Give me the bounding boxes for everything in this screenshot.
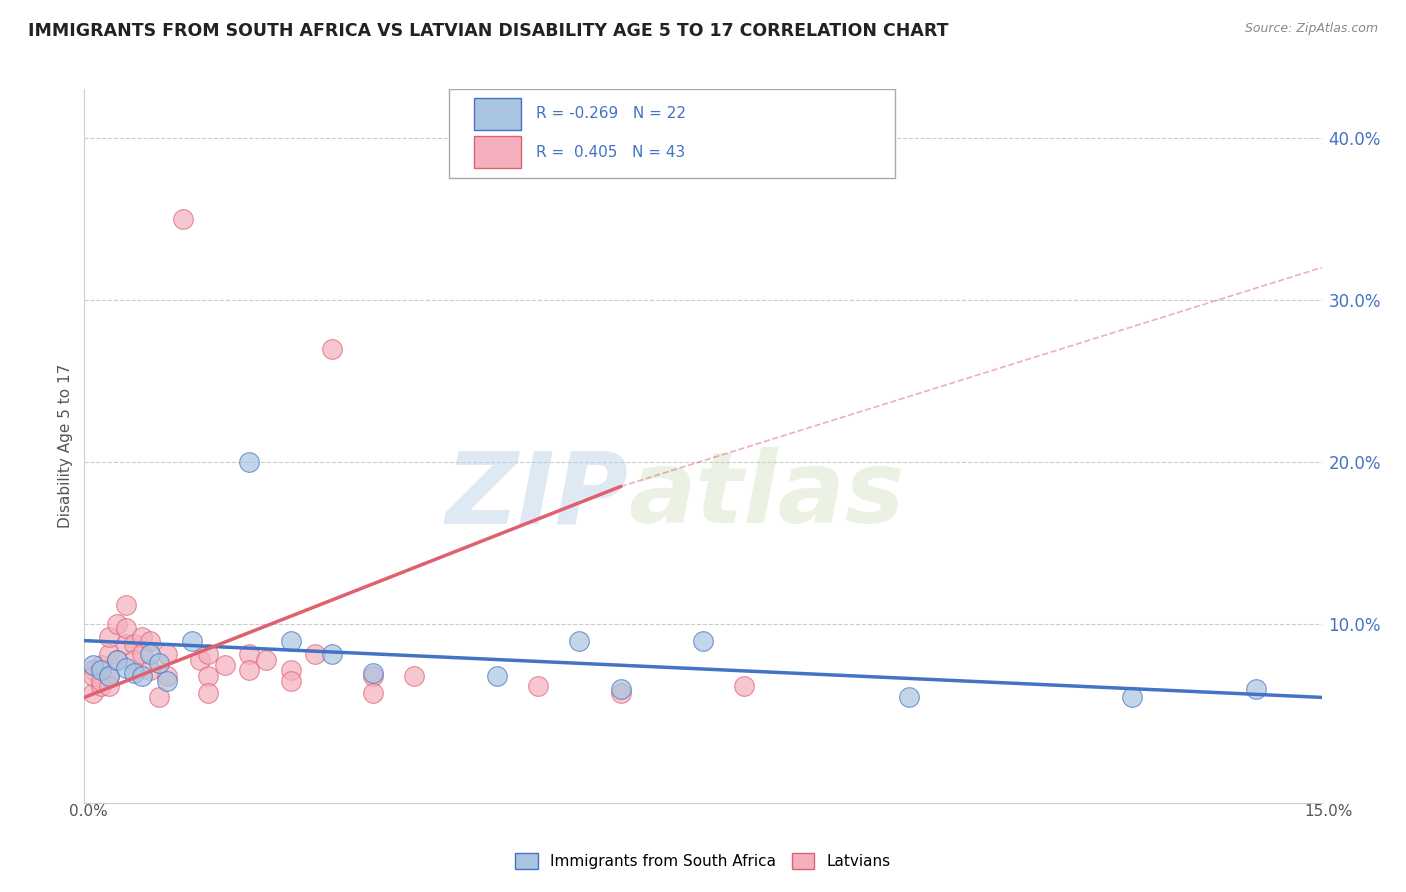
Point [139,633,162,648]
Text: R = -0.269   N = 22: R = -0.269 N = 22 [536,106,686,121]
Point [98,679,121,693]
Text: Source: ZipAtlas.com: Source: ZipAtlas.com [1244,22,1378,36]
Point [148,690,170,705]
Point [156,647,179,661]
Point [114,661,136,675]
Text: ZIP: ZIP [446,448,628,544]
Text: R =  0.405   N = 43: R = 0.405 N = 43 [536,145,685,160]
Point [197,669,219,683]
Point [361,685,384,699]
FancyBboxPatch shape [474,97,522,129]
Point [105,653,128,667]
Point [90,674,112,689]
Point [131,647,153,661]
Point [131,669,153,683]
Point [404,669,426,683]
Point [82,669,104,683]
Point [122,637,145,651]
Point [172,211,194,226]
Point [82,663,104,677]
Point [568,633,591,648]
Point [280,633,302,648]
Point [156,669,179,683]
Point [280,674,302,689]
Text: 15.0%: 15.0% [1305,805,1353,819]
Point [98,669,121,683]
Point [280,663,302,677]
Point [197,647,219,661]
Point [188,653,211,667]
Point [148,657,170,671]
Point [238,455,260,469]
Y-axis label: Disability Age 5 to 17: Disability Age 5 to 17 [58,364,73,528]
Point [122,666,145,681]
Point [527,679,550,693]
Point [238,663,260,677]
Point [692,633,714,648]
Point [131,631,153,645]
Point [321,342,343,356]
Point [1244,682,1267,697]
Text: 0.0%: 0.0% [69,805,108,819]
Point [114,598,136,612]
Point [609,685,631,699]
Point [139,663,162,677]
Point [114,637,136,651]
Legend: Immigrants from South Africa, Latvians: Immigrants from South Africa, Latvians [509,847,897,875]
Point [105,617,128,632]
Point [733,679,755,693]
Point [197,685,219,699]
Point [180,633,202,648]
FancyBboxPatch shape [450,89,894,178]
Point [98,631,121,645]
Point [361,669,384,683]
Point [90,663,112,677]
Point [238,647,260,661]
Point [82,685,104,699]
Text: IMMIGRANTS FROM SOUTH AFRICA VS LATVIAN DISABILITY AGE 5 TO 17 CORRELATION CHART: IMMIGRANTS FROM SOUTH AFRICA VS LATVIAN … [28,22,949,40]
Point [485,669,508,683]
Point [90,679,112,693]
Point [214,657,236,672]
Point [254,653,277,667]
Point [114,621,136,635]
Text: atlas: atlas [628,448,905,544]
Point [609,682,631,697]
Point [361,666,384,681]
Point [98,669,121,683]
Point [82,657,104,672]
Point [98,647,121,661]
Point [321,647,343,661]
Point [898,690,921,705]
Point [122,653,145,667]
Point [139,647,162,661]
Point [1121,690,1143,705]
Point [90,657,112,672]
Point [156,674,179,689]
Point [105,653,128,667]
FancyBboxPatch shape [474,136,522,169]
Point [304,647,326,661]
